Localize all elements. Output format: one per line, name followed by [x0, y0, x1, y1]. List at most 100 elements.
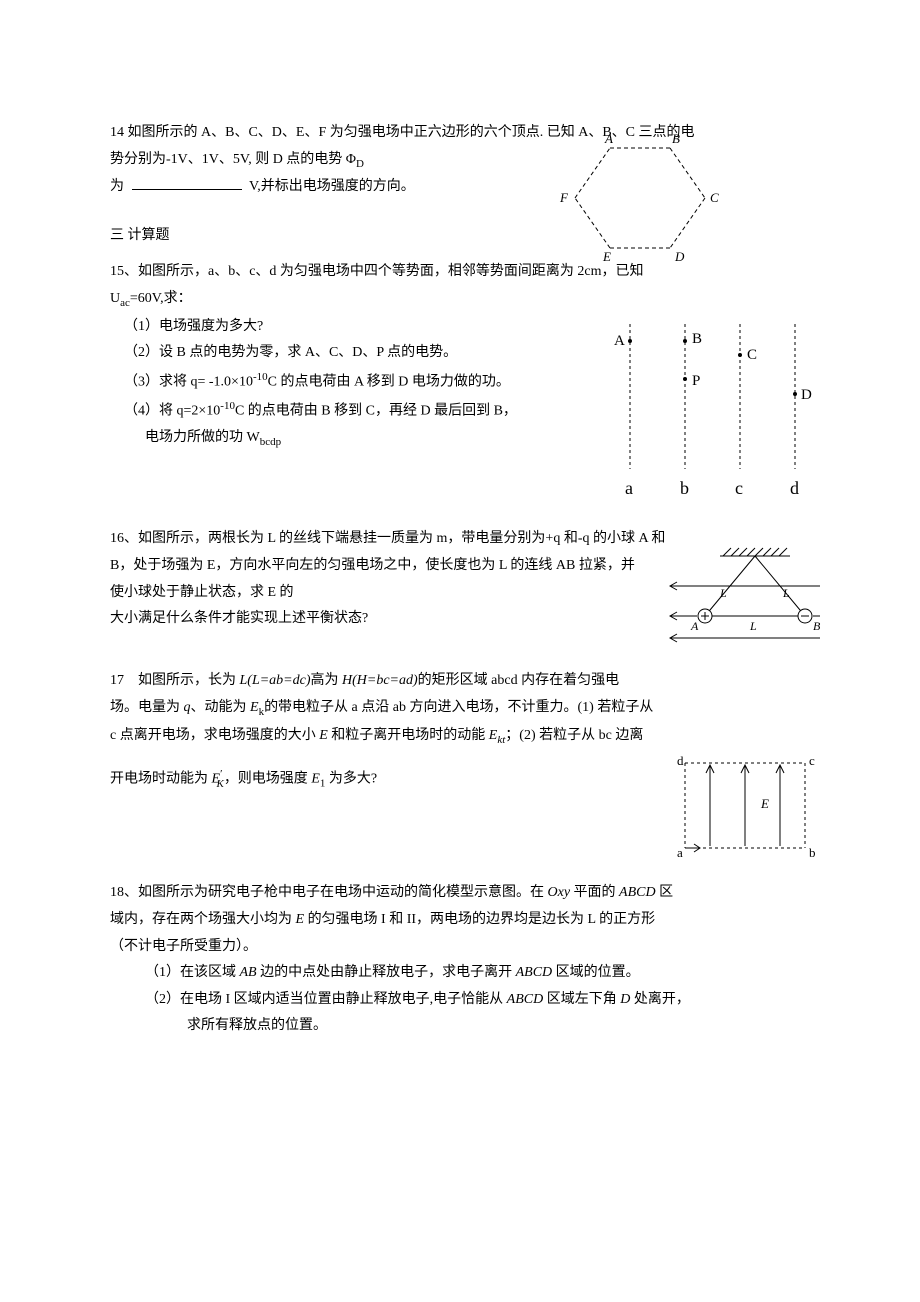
- q15-l2: Uac=60V,求：: [110, 286, 810, 314]
- question-17: 17 如图所示，长为 L(L=ab=dc)高为 H(H=bc=ad)的矩形区域 …: [110, 668, 810, 858]
- hex-label-B: B: [672, 131, 680, 146]
- q15-p3-sup: -10: [253, 371, 268, 383]
- q18-p2-a: （2）在电场 I 区域内适当位置由静止释放电子,电子恰能从: [145, 992, 507, 1007]
- q18-p1-e: 区域的位置。: [552, 965, 640, 980]
- q17-l2-e: 的带电粒子从 a 点沿 ab 方向进入电场，不计重力。(1) 若粒子从: [264, 700, 653, 715]
- q18-l2-b: E: [296, 912, 305, 927]
- q17-l4-c: ，则电场强度: [224, 772, 312, 787]
- hex-label-A: A: [604, 131, 613, 146]
- question-14: 14 如图所示的 A、B、C、D、E、F 为匀强电场中正六边形的六个顶点. 已知…: [110, 120, 810, 201]
- q18-l1-b: Oxy: [548, 885, 571, 900]
- q18-l3: （不计电子所受重力）。: [110, 934, 810, 961]
- pend-L2: L: [782, 586, 790, 600]
- q17-l3-c: 和粒子离开电场时的动能: [328, 728, 489, 743]
- q15-p4-a: （4）将 q=2×10: [124, 404, 220, 419]
- q14-line-b-text: 势分别为-1V、1V、5V, 则 D 点的电势 Φ: [110, 152, 356, 167]
- hex-label-C: C: [710, 190, 719, 205]
- q18-p1-b: AB: [240, 965, 257, 980]
- q15-p4-b: C 的点电荷由 B 移到 C，再经 D 最后回到 B，: [235, 404, 517, 419]
- pend-A: A: [690, 619, 699, 633]
- q18-p1: （1）在该区域 AB 边的中点处由静止释放电子，求电子离开 ABCD 区域的位置…: [110, 960, 810, 987]
- field-lines: [706, 765, 784, 846]
- pend-B: B: [813, 619, 821, 633]
- hatch-support: [720, 548, 790, 556]
- q17-l2-a: 场。电量为: [110, 700, 184, 715]
- q15-l2-suffix: =60V,求：: [130, 291, 192, 306]
- q18-p2-b: ABCD: [507, 992, 544, 1007]
- q18-l1-a: 18、如图所示为研究电子枪中电子在电场中运动的简化模型示意图。在: [110, 885, 548, 900]
- q15-p5-sub: bcdp: [260, 436, 281, 448]
- pt-B: B: [692, 331, 702, 347]
- q17-l1: 17 如图所示，长为 L(L=ab=dc)高为 H(H=bc=ad)的矩形区域 …: [110, 668, 810, 695]
- q18-l1-d: ABCD: [619, 885, 656, 900]
- eq-points: [628, 339, 797, 396]
- hexagon-labels: A B C D E F: [559, 131, 719, 264]
- q17-l3-a: c 点离开电场，求电场强度的大小: [110, 728, 319, 743]
- question-16: 16、如图所示，两根长为 L 的丝线下端悬挂一质量为 m，带电量分别为+q 和-…: [110, 526, 810, 646]
- blank-field[interactable]: [132, 189, 242, 190]
- q14-c-suffix: V,并标出电场强度的方向。: [249, 179, 415, 194]
- pend-L3: L: [749, 619, 757, 633]
- entry-arrow: [685, 844, 700, 852]
- rect-a: a: [677, 845, 683, 860]
- q18-p1-c: 边的中点处由静止释放电子，求电子离开: [257, 965, 516, 980]
- field-arrows: [670, 582, 820, 642]
- pend-L1: L: [719, 586, 727, 600]
- q15-l2-sub: ac: [120, 297, 130, 309]
- pt-D: D: [801, 387, 812, 403]
- q18-l1-c: 平面的: [570, 885, 619, 900]
- q17-l1-d: H(H=bc=ad): [342, 673, 418, 688]
- q17-l4-a: 开电场时动能为: [110, 772, 212, 787]
- q17-l1-b: L(L=ab=dc): [240, 673, 311, 688]
- q18-l2-c: 的匀强电场 I 和 II，两电场的边界均是边长为 L 的正方形: [304, 912, 655, 927]
- q18-p2-e: 处离开，: [630, 992, 690, 1007]
- rect-c: c: [809, 753, 815, 768]
- q15-p5-a: 电场力所做的功 W: [145, 430, 260, 445]
- q15-p3-b: C 的点电荷由 A 移到 D 电场力做的功。: [268, 375, 510, 390]
- q15-p3-a: （3）求将 q= -1.0×10: [124, 375, 253, 390]
- q17-l4-e: 为多大?: [325, 772, 377, 787]
- q18-p1-a: （1）在该区域: [145, 965, 240, 980]
- q17-l1-a: 17 如图所示，长为: [110, 673, 240, 688]
- pt-C: C: [747, 347, 757, 363]
- ln-d: d: [790, 478, 799, 498]
- equipotential-figure: A B C D P a b c d: [600, 319, 825, 504]
- q17-l3: c 点离开电场，求电场强度的大小 E 和粒子离开电场时的动能 Ekt；(2) 若…: [110, 723, 810, 751]
- q18-p2: （2）在电场 I 区域内适当位置由静止释放电子,电子恰能从 ABCD 区域左下角…: [110, 987, 810, 1014]
- eq-lines: [630, 324, 795, 469]
- q18-p1-d: ABCD: [516, 965, 553, 980]
- q18-p3: 求所有释放点的位置。: [110, 1013, 810, 1040]
- q17-l4-bsub: K: [216, 778, 223, 790]
- rect-b: b: [809, 845, 816, 860]
- ln-a: a: [625, 478, 633, 498]
- ln-b: b: [680, 478, 689, 498]
- q17-l2: 场。电量为 q、动能为 Ek的带电粒子从 a 点沿 ab 方向进入电场，不计重力…: [110, 695, 810, 723]
- rect-labels: d c a b E: [677, 753, 816, 860]
- pendulum-figure: A B L L L: [665, 546, 825, 646]
- q18-l2: 域内，存在两个场强大小均为 E 的匀强电场 I 和 II，两电场的边界均是边长为…: [110, 907, 810, 934]
- q17-l3-b: E: [319, 728, 328, 743]
- q15-l1: 15、如图所示，a、b、c、d 为匀强电场中四个等势面，相邻等势面间距离为 2c…: [110, 259, 810, 286]
- eq-point-labels: A B C D P: [614, 331, 812, 403]
- pt-A: A: [614, 333, 625, 349]
- question-15: 15、如图所示，a、b、c、d 为匀强电场中四个等势面，相邻等势面间距离为 2c…: [110, 259, 810, 504]
- hex-label-F: F: [559, 190, 569, 205]
- pt-P: P: [692, 373, 700, 389]
- q18-l1-e: 区: [656, 885, 674, 900]
- q15-l2-U: U: [110, 291, 120, 306]
- q15-p4-sup: -10: [220, 400, 235, 412]
- q17-l4-d: E: [311, 772, 320, 787]
- rect-E: E: [760, 796, 769, 811]
- q18-l2-a: 域内，存在两个场强大小均为: [110, 912, 296, 927]
- q14-sub-d: D: [356, 157, 364, 169]
- hexagon-figure: A B C D E F: [550, 128, 740, 268]
- rect-d: d: [677, 753, 684, 768]
- q18-p2-c: 区域左下角: [543, 992, 620, 1007]
- q17-l2-b: q: [184, 700, 191, 715]
- q17-l3-e: ；(2) 若粒子从 bc 边离: [505, 728, 643, 743]
- rect-field-figure: d c a b E: [665, 753, 825, 863]
- q17-l2-c: 、动能为: [191, 700, 251, 715]
- ln-c: c: [735, 478, 743, 498]
- q17-l1-c: 高为: [311, 673, 343, 688]
- eq-line-labels: a b c d: [625, 478, 799, 498]
